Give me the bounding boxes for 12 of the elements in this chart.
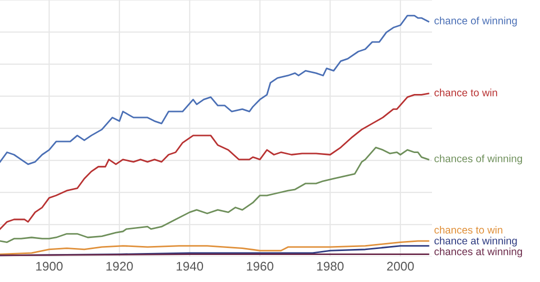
x-tick-label: 1920 — [106, 262, 133, 271]
x-tick-label: 1980 — [317, 262, 344, 271]
x-tick-label: 1940 — [176, 262, 204, 271]
series-label: chance at winning — [434, 236, 517, 246]
series-label: chances at winning — [434, 248, 522, 258]
series-label: chance of winning — [434, 16, 517, 26]
x-tick-label: 1960 — [246, 262, 274, 271]
x-tick-label: 2000 — [387, 262, 414, 271]
series-label: chance to win — [434, 88, 498, 96]
series-label: chances of winning — [434, 154, 522, 164]
x-tick-label: 1900 — [36, 262, 63, 271]
series-label: chances to win — [434, 226, 502, 234]
